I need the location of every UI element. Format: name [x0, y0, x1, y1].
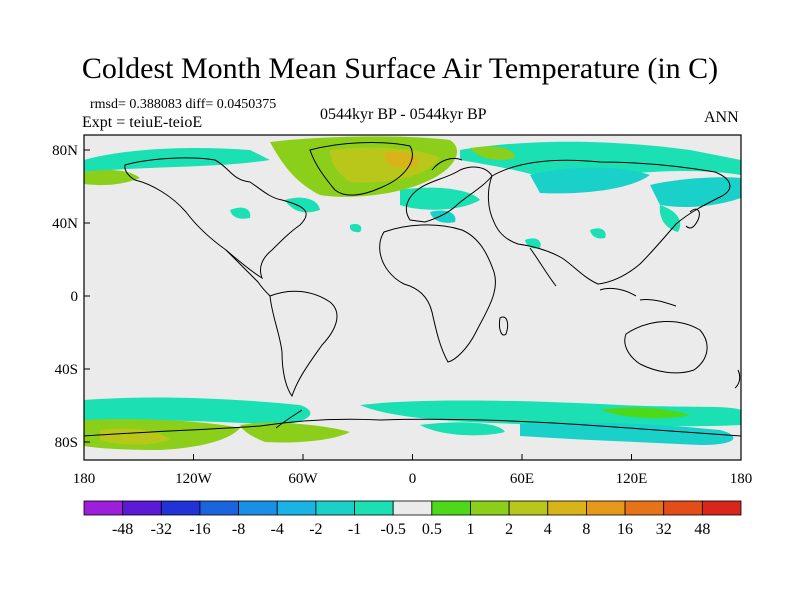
- coast-japan: [685, 208, 700, 229]
- colorbar-label: 16: [617, 521, 633, 538]
- x-tick-label: 60W: [288, 471, 318, 487]
- colorbar-label: 4: [544, 521, 552, 538]
- coast-north-america: [124, 157, 307, 280]
- colorbar-swatch: [586, 500, 626, 516]
- coast-greenland: [309, 142, 413, 196]
- y-tick-label: 40N: [52, 216, 78, 232]
- field-east-asia: [650, 177, 741, 208]
- chart-title: Coldest Month Mean Surface Air Temperatu…: [81, 52, 719, 85]
- field-mediterranean: [430, 210, 456, 223]
- field-europe: [400, 187, 480, 210]
- colorbar-swatch: [431, 500, 471, 516]
- colorbar-swatch: [701, 500, 742, 516]
- y-tick-label: 0: [71, 289, 79, 305]
- x-axis-ticks: 180 120W 60W 0 60E 120E 180: [73, 454, 753, 487]
- y-tick-label: 80S: [55, 435, 78, 451]
- colorbar-label: 1: [466, 521, 474, 538]
- field-hudson: [230, 207, 251, 219]
- colorbar-swatch: [470, 500, 510, 516]
- coast-new-zealand: [734, 369, 741, 389]
- field-ross-core: [100, 428, 170, 445]
- y-tick-label: 80N: [52, 143, 78, 159]
- field-arctic-west: [84, 148, 270, 172]
- colorbar-label: 2: [505, 521, 513, 538]
- field-labrador: [285, 197, 320, 213]
- field-antarctic-east: [520, 422, 734, 445]
- coast-africa: [379, 224, 496, 363]
- coast-scandinavia: [431, 157, 463, 171]
- field-barents: [470, 146, 515, 160]
- experiment-line: Expt = teiuE-teioE: [82, 114, 203, 131]
- colorbar-swatch: [122, 500, 162, 516]
- anomaly-fields: [84, 136, 741, 450]
- field-siberia: [530, 167, 650, 194]
- x-tick-label: 180: [730, 471, 753, 487]
- stats-line: rmsd= 0.388083 diff= 0.0450375: [90, 97, 277, 112]
- colorbar-label: -0.5: [381, 521, 406, 538]
- field-antarctic-atlantic: [420, 422, 505, 436]
- field-weddell-west: [240, 422, 350, 443]
- coast-south-america: [269, 290, 338, 398]
- colorbar-swatch: [238, 500, 278, 516]
- colorbar: -48 -32 -16 -8 -4 -2 -1 -0.5 0.5 1 2 4 8 16 32 48: [83, 500, 742, 538]
- colorbar-swatch: [624, 500, 665, 516]
- colorbar-swatch: [547, 500, 587, 516]
- colorbar-label: -8: [232, 521, 245, 538]
- y-axis-ticks: 80N 40N 0 40S 80S: [52, 143, 90, 451]
- field-tibet-spot: [590, 228, 606, 239]
- colorbar-swatch: [392, 500, 433, 516]
- colorbar-swatch: [199, 500, 239, 516]
- x-tick-label: 180: [73, 471, 96, 487]
- coast-central-america: [225, 249, 271, 297]
- colorbar-swatch: [160, 500, 201, 516]
- colorbar-swatch: [83, 500, 124, 516]
- period-line: 0544kyr BP - 0544kyr BP: [320, 106, 487, 123]
- coast-australia: [624, 321, 708, 374]
- coast-antarctic-peninsula: [275, 409, 303, 429]
- coast-india: [529, 247, 557, 287]
- colorbar-label: -2: [309, 521, 322, 538]
- colorbar-label: -4: [271, 521, 284, 538]
- colorbar-swatch: [276, 500, 317, 516]
- coast-antarctica: [83, 418, 742, 437]
- colorbar-label: -1: [348, 521, 361, 538]
- x-tick-label: 120W: [175, 471, 213, 487]
- coast-madagascar: [499, 316, 509, 336]
- colorbar-swatch: [354, 500, 394, 516]
- y-tick-label: 40S: [55, 362, 78, 378]
- colorbar-label: 48: [694, 521, 710, 538]
- colorbar-label: 8: [582, 521, 590, 538]
- field-so-west: [84, 397, 311, 425]
- colorbar-label: 32: [656, 521, 672, 538]
- colorbar-label: 0.5: [422, 521, 442, 538]
- colorbar-label: -16: [189, 521, 210, 538]
- colorbar-swatch: [315, 500, 355, 516]
- colorbar-label: -32: [151, 521, 172, 538]
- coast-asia: [487, 159, 731, 285]
- field-atlantic-spot: [349, 223, 362, 233]
- colorbar-swatch: [663, 500, 703, 516]
- x-tick-label: 120E: [616, 471, 648, 487]
- season-label: ANN: [704, 109, 739, 126]
- coast-indonesia: [599, 287, 677, 307]
- coastlines: [83, 142, 742, 437]
- x-tick-label: 60E: [510, 471, 534, 487]
- colorbar-label: -48: [112, 521, 133, 538]
- colorbar-swatch: [508, 500, 549, 516]
- x-tick-label: 0: [409, 471, 417, 487]
- coast-europe: [405, 166, 493, 223]
- field-so-green: [600, 407, 690, 419]
- field-so-east: [360, 400, 741, 427]
- field-alaska: [84, 170, 140, 186]
